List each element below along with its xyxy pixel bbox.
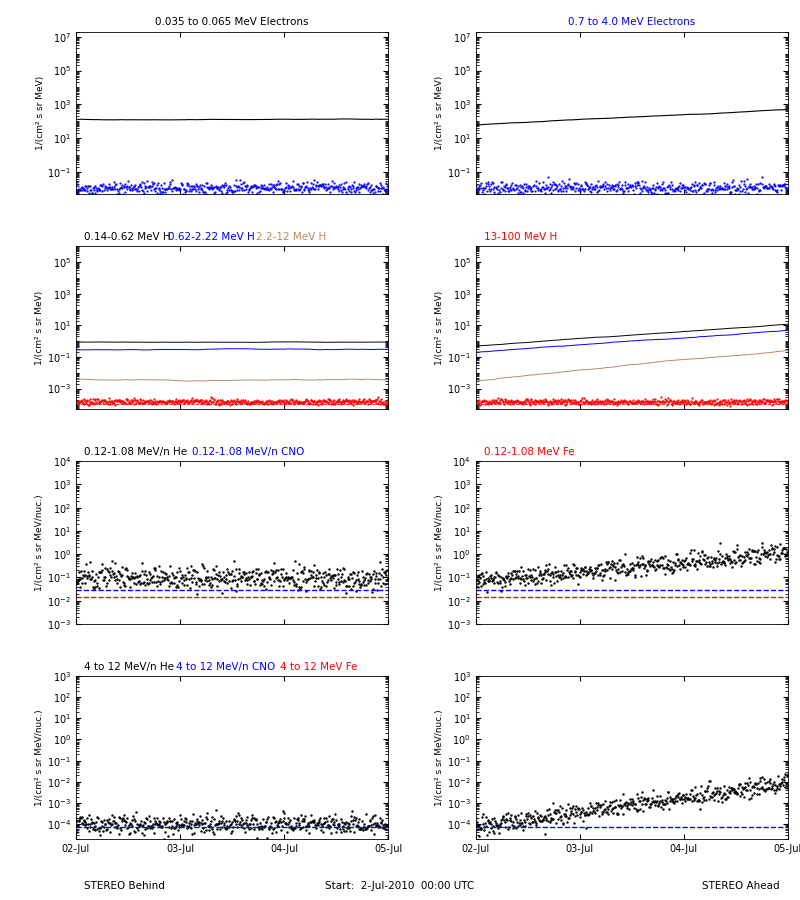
Text: 0.12-1.08 MeV/n He: 0.12-1.08 MeV/n He (84, 446, 187, 456)
Text: 0.14-0.62 MeV H: 0.14-0.62 MeV H (84, 232, 170, 242)
Text: 0.035 to 0.065 MeV Electrons: 0.035 to 0.065 MeV Electrons (155, 17, 309, 27)
Text: 2.2-12 MeV H: 2.2-12 MeV H (256, 232, 326, 242)
Text: 4 to 12 MeV Fe: 4 to 12 MeV Fe (280, 662, 358, 671)
Text: 13-100 MeV H: 13-100 MeV H (484, 232, 557, 242)
Text: 0.12-1.08 MeV Fe: 0.12-1.08 MeV Fe (484, 446, 574, 456)
Y-axis label: 1/(cm² s sr MeV): 1/(cm² s sr MeV) (435, 291, 444, 364)
Text: 4 to 12 MeV/n CNO: 4 to 12 MeV/n CNO (176, 662, 275, 671)
Y-axis label: 1/(cm² s sr MeV/nuc.): 1/(cm² s sr MeV/nuc.) (435, 494, 444, 591)
Text: Start:  2-Jul-2010  00:00 UTC: Start: 2-Jul-2010 00:00 UTC (326, 881, 474, 891)
Y-axis label: 1/(cm² s sr MeV): 1/(cm² s sr MeV) (35, 76, 45, 150)
Y-axis label: 1/(cm² s sr MeV): 1/(cm² s sr MeV) (435, 76, 444, 150)
Y-axis label: 1/(cm² s sr MeV/nuc.): 1/(cm² s sr MeV/nuc.) (35, 494, 44, 591)
Text: 4 to 12 MeV/n He: 4 to 12 MeV/n He (84, 662, 174, 671)
Y-axis label: 1/(cm² s sr MeV): 1/(cm² s sr MeV) (35, 291, 44, 364)
Y-axis label: 1/(cm² s sr MeV/nuc.): 1/(cm² s sr MeV/nuc.) (435, 709, 444, 806)
Text: 0.7 to 4.0 MeV Electrons: 0.7 to 4.0 MeV Electrons (568, 17, 695, 27)
Text: 0.12-1.08 MeV/n CNO: 0.12-1.08 MeV/n CNO (192, 446, 304, 456)
Text: STEREO Behind: STEREO Behind (84, 881, 165, 891)
Text: 0.62-2.22 MeV H: 0.62-2.22 MeV H (168, 232, 254, 242)
Y-axis label: 1/(cm² s sr MeV/nuc.): 1/(cm² s sr MeV/nuc.) (35, 709, 44, 806)
Text: STEREO Ahead: STEREO Ahead (702, 881, 780, 891)
